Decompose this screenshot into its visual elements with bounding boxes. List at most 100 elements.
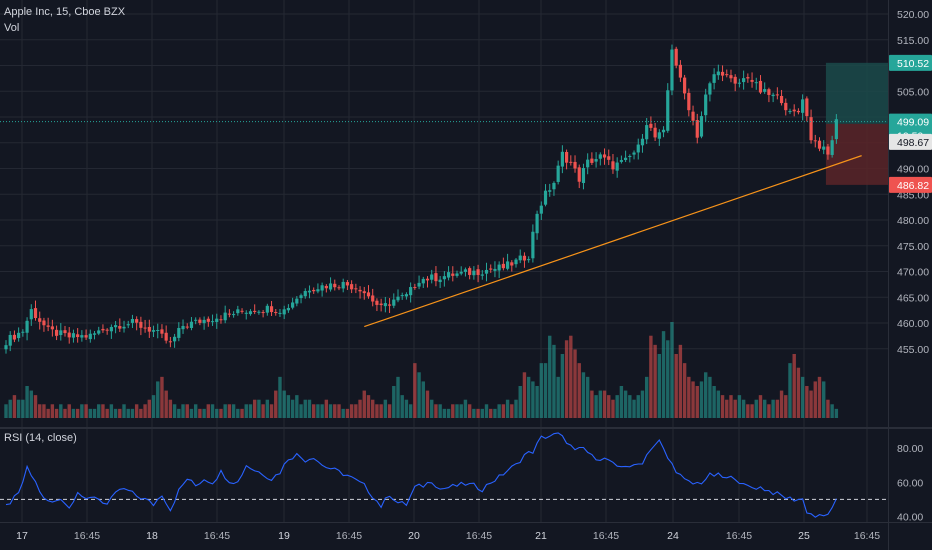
- candle-body: [54, 329, 59, 336]
- volume-bar: [97, 404, 101, 418]
- candle-body: [337, 287, 341, 289]
- candle-body: [299, 295, 303, 299]
- candle-body: [160, 329, 164, 334]
- volume-bar: [269, 404, 274, 418]
- candle-body: [189, 321, 194, 328]
- volume-bar: [4, 404, 8, 418]
- volume-bar: [282, 390, 286, 418]
- volume-bar: [581, 372, 586, 418]
- volume-bar: [42, 404, 46, 418]
- volume-bar: [750, 404, 754, 418]
- symbol-title[interactable]: Apple Inc, 15, Cboe BZX: [4, 6, 126, 18]
- volume-bar: [286, 395, 291, 418]
- volume-bar: [674, 354, 678, 418]
- candle-body: [21, 331, 25, 333]
- volume-bar: [569, 335, 573, 418]
- candle-body: [708, 83, 712, 95]
- volume-bar: [126, 408, 130, 418]
- price-tick-label: 470.00: [897, 267, 929, 279]
- volume-bar: [628, 395, 632, 418]
- volume-bar: [274, 390, 278, 418]
- volume-bar: [822, 381, 826, 418]
- candle-body: [147, 326, 151, 332]
- candle-body: [822, 146, 826, 150]
- volume-bar: [113, 408, 118, 418]
- candle-body: [371, 295, 375, 302]
- volume-bar: [788, 363, 792, 418]
- volume-bar: [560, 354, 565, 418]
- volume-bar: [164, 390, 168, 418]
- volume-bar: [834, 408, 839, 418]
- volume-bar: [522, 372, 527, 418]
- volume-bar: [695, 386, 699, 418]
- candle-body: [742, 78, 746, 83]
- volume-bar: [590, 390, 594, 418]
- candle-body: [286, 307, 291, 311]
- volume-bar: [88, 408, 92, 418]
- candle-body: [29, 309, 33, 320]
- rsi-axis[interactable]: 40.00 60.00 80.00: [897, 443, 923, 524]
- volume-indicator-label[interactable]: Vol: [4, 22, 20, 34]
- candle-body: [505, 261, 510, 269]
- volume-bar: [501, 404, 506, 418]
- rsi-tick-label: 40.00: [897, 512, 923, 524]
- price-tick-label: 505.00: [897, 86, 929, 98]
- volume-bar: [505, 399, 510, 418]
- volume-bar: [607, 395, 611, 418]
- volume-bar: [594, 395, 598, 418]
- volume-bar: [198, 408, 202, 418]
- volume-bar: [105, 408, 109, 418]
- time-tick-label: 19: [278, 530, 290, 542]
- price-tick-label: 520.00: [897, 9, 929, 21]
- candle-body: [345, 282, 350, 286]
- candle-body: [50, 326, 54, 330]
- trendline-drawing[interactable]: [364, 155, 862, 328]
- rsi-indicator-label[interactable]: RSI (14, close): [4, 432, 77, 444]
- volume-bar: [640, 390, 645, 418]
- rsi-tick-label: 60.00: [897, 477, 923, 489]
- candle-body: [758, 80, 763, 93]
- volume-bar: [101, 404, 105, 418]
- volume-bar: [767, 404, 771, 418]
- volume-bar: [480, 408, 484, 418]
- candle-body: [792, 109, 796, 112]
- volume-bar: [25, 386, 29, 418]
- volume-bar: [691, 381, 695, 418]
- volume-bar: [181, 404, 185, 418]
- candle-body: [12, 334, 17, 340]
- candle-body: [779, 95, 784, 104]
- volume-bar: [463, 399, 468, 418]
- volume-bar: [324, 399, 329, 418]
- volume-bar: [333, 404, 337, 418]
- volume-bar: [737, 395, 742, 418]
- position-tool[interactable]: [825, 62, 888, 185]
- candle-body: [257, 311, 261, 313]
- candle-body: [202, 319, 206, 324]
- volume-bar: [598, 390, 603, 418]
- candle-body: [607, 156, 611, 160]
- candle-body: [809, 117, 813, 141]
- price-label-target: [889, 54, 932, 71]
- candle-body: [442, 276, 446, 280]
- candle-body: [430, 274, 434, 280]
- candle-body: [181, 325, 185, 330]
- candle-body: [362, 291, 366, 294]
- candle-body: [472, 270, 476, 276]
- volume-bar: [430, 399, 434, 418]
- candle-body: [215, 318, 219, 322]
- time-tick-label: 16:45: [336, 530, 362, 542]
- price-label-last-text: 499.09: [897, 117, 929, 129]
- volume-bar: [682, 363, 687, 418]
- candle-body: [801, 99, 805, 113]
- price-tick-label: 460.00: [897, 318, 929, 330]
- volume-bar: [514, 399, 518, 418]
- candle-body: [514, 259, 518, 265]
- candle-body: [674, 48, 678, 66]
- candle-body: [396, 296, 400, 301]
- time-axis[interactable]: 17 16:45 18 16:45 19 16:45 20 16:45 21 16:45 24 16:…: [16, 530, 880, 542]
- candle-body: [476, 269, 480, 275]
- candle-body: [712, 74, 716, 83]
